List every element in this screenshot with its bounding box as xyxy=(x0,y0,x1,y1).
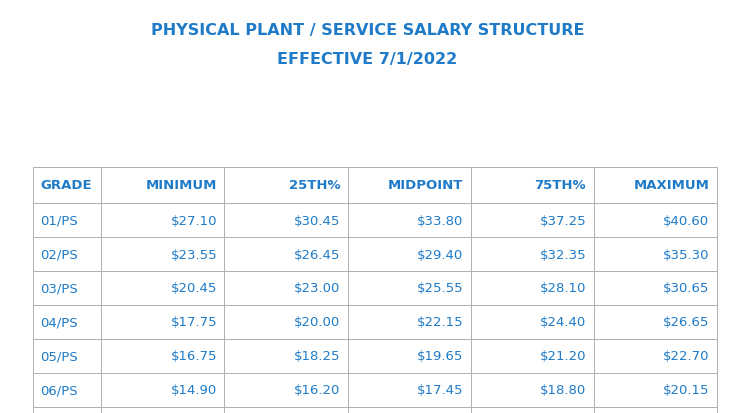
Text: MAXIMUM: MAXIMUM xyxy=(634,179,709,192)
Text: $30.65: $30.65 xyxy=(663,282,709,295)
Text: $24.40: $24.40 xyxy=(540,316,587,329)
Text: MINIMUM: MINIMUM xyxy=(146,179,217,192)
Text: 02/PS: 02/PS xyxy=(40,248,78,261)
Text: $20.15: $20.15 xyxy=(663,383,709,396)
Text: 01/PS: 01/PS xyxy=(40,214,78,227)
Text: MIDPOINT: MIDPOINT xyxy=(388,179,463,192)
Text: $17.45: $17.45 xyxy=(417,383,463,396)
Text: 25TH%: 25TH% xyxy=(289,179,340,192)
Text: 03/PS: 03/PS xyxy=(40,282,78,295)
Text: $27.10: $27.10 xyxy=(171,214,217,227)
Text: $20.00: $20.00 xyxy=(294,316,340,329)
Text: 04/PS: 04/PS xyxy=(40,316,78,329)
Text: $26.65: $26.65 xyxy=(663,316,709,329)
Text: $16.75: $16.75 xyxy=(171,349,217,363)
Text: $22.70: $22.70 xyxy=(663,349,709,363)
Text: 05/PS: 05/PS xyxy=(40,349,78,363)
Text: $20.45: $20.45 xyxy=(171,282,217,295)
Text: EFFECTIVE 7/1/2022: EFFECTIVE 7/1/2022 xyxy=(277,52,458,66)
Text: $30.45: $30.45 xyxy=(294,214,340,227)
Text: $40.60: $40.60 xyxy=(663,214,709,227)
Text: $23.00: $23.00 xyxy=(294,282,340,295)
Text: GRADE: GRADE xyxy=(40,179,92,192)
Text: $29.40: $29.40 xyxy=(417,248,463,261)
Text: $18.80: $18.80 xyxy=(540,383,587,396)
Text: $23.55: $23.55 xyxy=(171,248,217,261)
Text: $21.20: $21.20 xyxy=(539,349,587,363)
Text: $32.35: $32.35 xyxy=(539,248,587,261)
Text: $33.80: $33.80 xyxy=(417,214,463,227)
Text: $37.25: $37.25 xyxy=(539,214,587,227)
Text: $26.45: $26.45 xyxy=(294,248,340,261)
Text: $18.25: $18.25 xyxy=(294,349,340,363)
Text: 06/PS: 06/PS xyxy=(40,383,78,396)
Text: $14.90: $14.90 xyxy=(171,383,217,396)
Text: $25.55: $25.55 xyxy=(417,282,463,295)
Text: 75TH%: 75TH% xyxy=(534,179,587,192)
Text: PHYSICAL PLANT / SERVICE SALARY STRUCTURE: PHYSICAL PLANT / SERVICE SALARY STRUCTUR… xyxy=(151,23,584,38)
Text: $28.10: $28.10 xyxy=(540,282,587,295)
Text: $19.65: $19.65 xyxy=(417,349,463,363)
Text: $17.75: $17.75 xyxy=(171,316,217,329)
Text: $16.20: $16.20 xyxy=(294,383,340,396)
Text: $22.15: $22.15 xyxy=(417,316,463,329)
Text: $35.30: $35.30 xyxy=(663,248,709,261)
